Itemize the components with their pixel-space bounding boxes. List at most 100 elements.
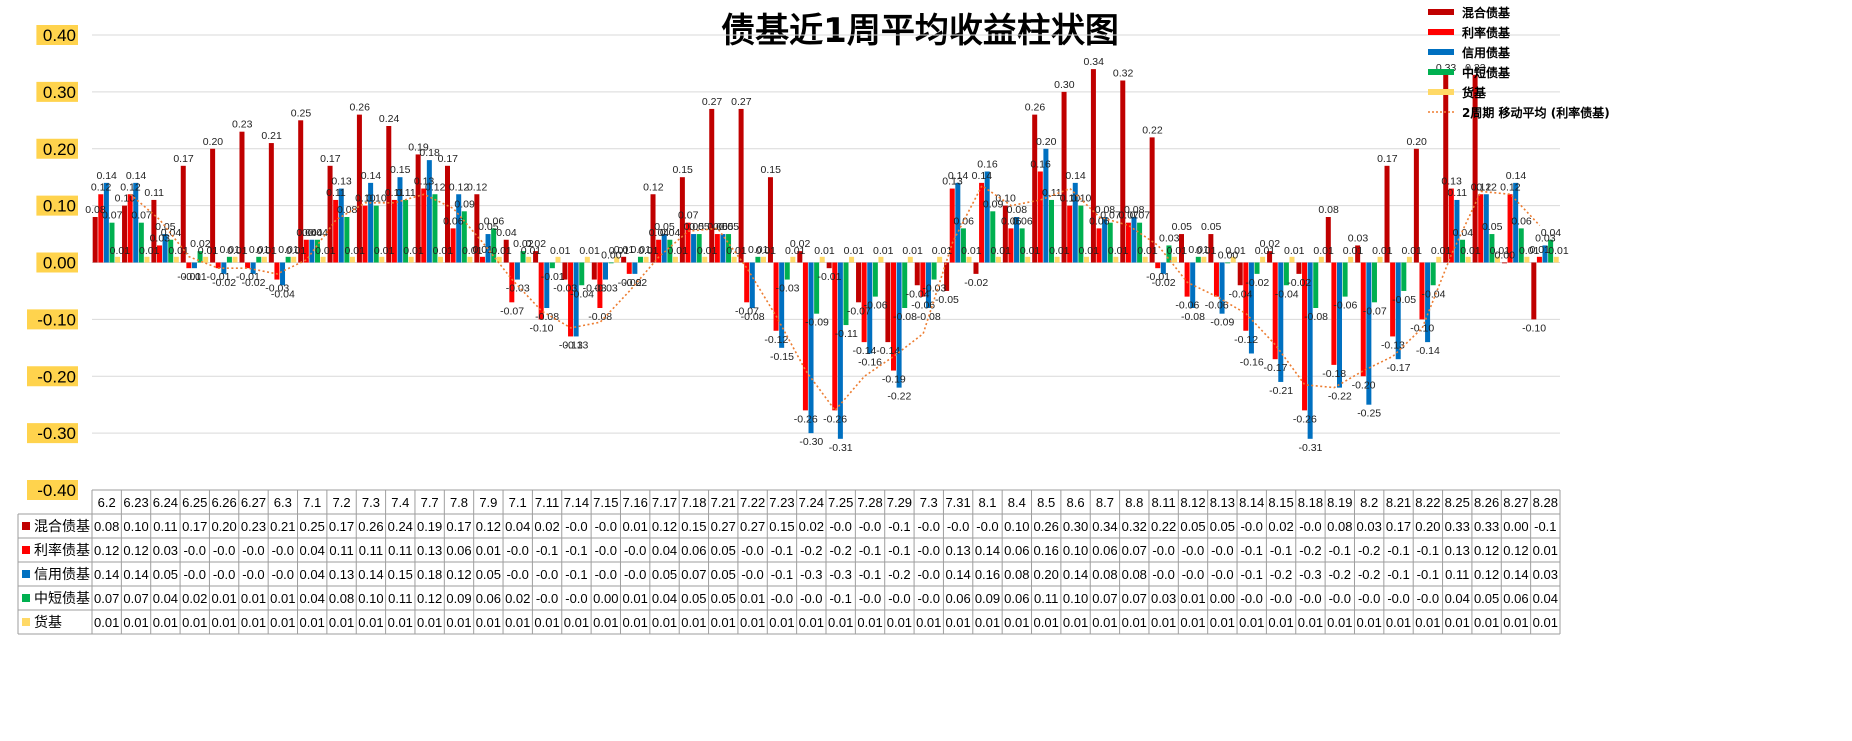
bar	[573, 262, 579, 337]
data-label: 0.10	[115, 193, 136, 205]
bar	[1348, 256, 1354, 263]
data-label: 0.01	[579, 245, 600, 257]
data-label: 0.05	[719, 221, 740, 233]
data-label: -0.02	[242, 277, 266, 289]
data-label: 0.02	[513, 238, 534, 250]
bar	[415, 154, 421, 263]
data-label: 0.01	[1548, 245, 1569, 257]
table-cell: 0.17	[329, 519, 354, 534]
table-series-swatch	[22, 570, 30, 578]
bar	[298, 120, 304, 263]
table-cell: 0.01	[623, 591, 648, 606]
table-cell: -0.1	[771, 567, 793, 582]
table-cell: -0.1	[888, 543, 910, 558]
y-tick-highlight	[27, 480, 78, 500]
bar	[386, 126, 392, 263]
data-label: 0.01	[433, 245, 454, 257]
table-cell: 0.01	[1063, 615, 1088, 630]
data-label: 0.01	[631, 244, 652, 256]
table-cell: 0.05	[1210, 519, 1235, 534]
table-series-swatch	[22, 618, 30, 626]
table-cell: -0.2	[888, 567, 910, 582]
table-header-cell: 7.15	[593, 495, 618, 510]
data-label: 0.01	[1402, 245, 1423, 257]
data-label: -0.31	[829, 442, 853, 454]
table-cell: 0.00	[593, 591, 618, 606]
data-label: -0.14	[852, 345, 876, 357]
bar	[1120, 80, 1126, 263]
bar	[1131, 217, 1137, 263]
table-cell: 0.26	[358, 519, 383, 534]
table-cell: -0.0	[507, 543, 529, 558]
table-cell: -0.2	[1329, 567, 1351, 582]
table-cell: -0.0	[536, 591, 558, 606]
table-cell: 0.12	[1474, 543, 1499, 558]
data-label: 0.04	[660, 227, 681, 239]
table-cell: 0.01	[1004, 615, 1029, 630]
data-label: -0.01	[541, 271, 565, 283]
data-label: -0.21	[1269, 385, 1293, 397]
table-cell: -0.2	[1299, 543, 1321, 558]
bar	[1548, 239, 1554, 263]
data-label: -0.13	[1381, 339, 1405, 351]
table-header-cell: 7.4	[391, 495, 409, 510]
bar	[1406, 256, 1412, 263]
table-cell: 0.01	[211, 591, 236, 606]
data-label: 0.01	[1372, 245, 1393, 257]
bar	[391, 199, 397, 263]
data-label: 0.04	[302, 227, 323, 239]
data-label: -0.07	[847, 305, 871, 317]
bar	[878, 256, 884, 263]
bar	[1155, 262, 1161, 269]
data-label: 0.20	[1036, 136, 1057, 148]
bar	[180, 165, 186, 263]
table-cell: 0.15	[681, 519, 706, 534]
legend-swatch	[1428, 69, 1454, 75]
table-cell: 0.01	[329, 615, 354, 630]
table-cell: 0.01	[123, 615, 148, 630]
data-label: 0.01	[345, 245, 366, 257]
data-label: -0.09	[805, 317, 829, 329]
bar	[538, 262, 544, 320]
bar	[1083, 256, 1089, 263]
data-label: 0.02	[190, 238, 211, 250]
table-cell: -0.0	[741, 567, 763, 582]
bar	[320, 256, 326, 263]
bar	[1061, 91, 1067, 263]
table-header-cell: 7.8	[450, 495, 468, 510]
table-header-cell: 8.25	[1445, 495, 1470, 510]
bar	[667, 239, 673, 263]
bar	[714, 234, 720, 263]
data-label: -0.07	[735, 305, 759, 317]
table-header-cell: 6.23	[123, 495, 148, 510]
bar	[1283, 262, 1289, 286]
bar	[819, 256, 825, 263]
data-label: -0.03	[583, 283, 607, 295]
bar	[995, 256, 1001, 263]
bar	[1513, 182, 1519, 263]
data-label: 0.01	[227, 245, 248, 257]
table-cell: 0.20	[1034, 567, 1059, 582]
data-label: 0.01	[990, 245, 1011, 257]
table-cell: -0.0	[1329, 591, 1351, 606]
table-cell: 0.27	[711, 519, 736, 534]
table-cell: -0.0	[888, 591, 910, 606]
bar	[256, 256, 262, 263]
data-label: 0.05	[478, 221, 499, 233]
bar	[1078, 205, 1084, 263]
data-label: -0.10	[530, 322, 554, 334]
bar	[738, 108, 744, 263]
data-label: -0.13	[559, 339, 583, 351]
data-label: 0.33	[1465, 62, 1486, 74]
bar	[591, 262, 597, 280]
table-cell: 0.14	[975, 543, 1000, 558]
bar	[1518, 228, 1524, 263]
data-label: 0.12	[425, 181, 446, 193]
table-cell: -0.0	[1241, 519, 1263, 534]
table-cell: 0.06	[1004, 591, 1029, 606]
data-table: 6.2 6.23 6.24 6.25 6.26 6.27 6.3 7.1 7.2 7.3 7.4 7.…	[17, 489, 1561, 635]
table-cell: -0.0	[771, 591, 793, 606]
bar	[1090, 69, 1096, 263]
data-label: -0.13	[564, 339, 588, 351]
table-header-cell: 8.27	[1503, 495, 1528, 510]
